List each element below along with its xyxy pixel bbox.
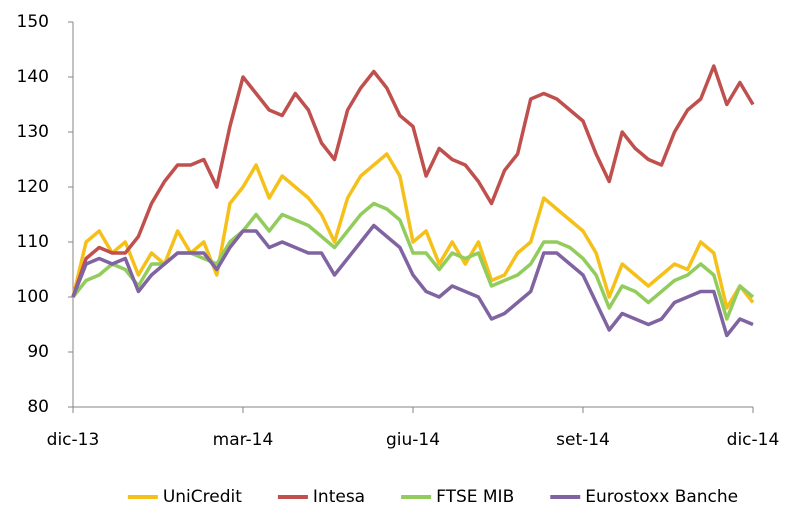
x-tick-label: dic-13: [47, 430, 100, 450]
x-tick-label: mar-14: [213, 430, 274, 450]
x-tick-label: dic-14: [727, 430, 780, 450]
series-line: [71, 64, 755, 298]
x-tick-label: set-14: [556, 430, 610, 450]
legend-label: FTSE MIB: [436, 487, 514, 507]
series-line: [71, 201, 755, 321]
y-tick-label: 130: [17, 122, 49, 142]
y-tick-label: 80: [27, 397, 49, 417]
y-tick-label: 140: [17, 67, 49, 87]
legend-label: Intesa: [313, 487, 365, 507]
legend-label: Eurostoxx Banche: [585, 487, 738, 507]
y-tick-label: 90: [27, 342, 49, 362]
series-line: [71, 152, 755, 310]
legend-label: UniCredit: [163, 487, 242, 507]
y-tick-label: 120: [17, 177, 49, 197]
x-tick-label: giu-14: [386, 430, 440, 450]
series-line: [71, 223, 754, 338]
y-tick-label: 150: [17, 12, 49, 32]
y-tick-label: 100: [17, 287, 49, 307]
y-tick-label: 110: [17, 232, 49, 252]
